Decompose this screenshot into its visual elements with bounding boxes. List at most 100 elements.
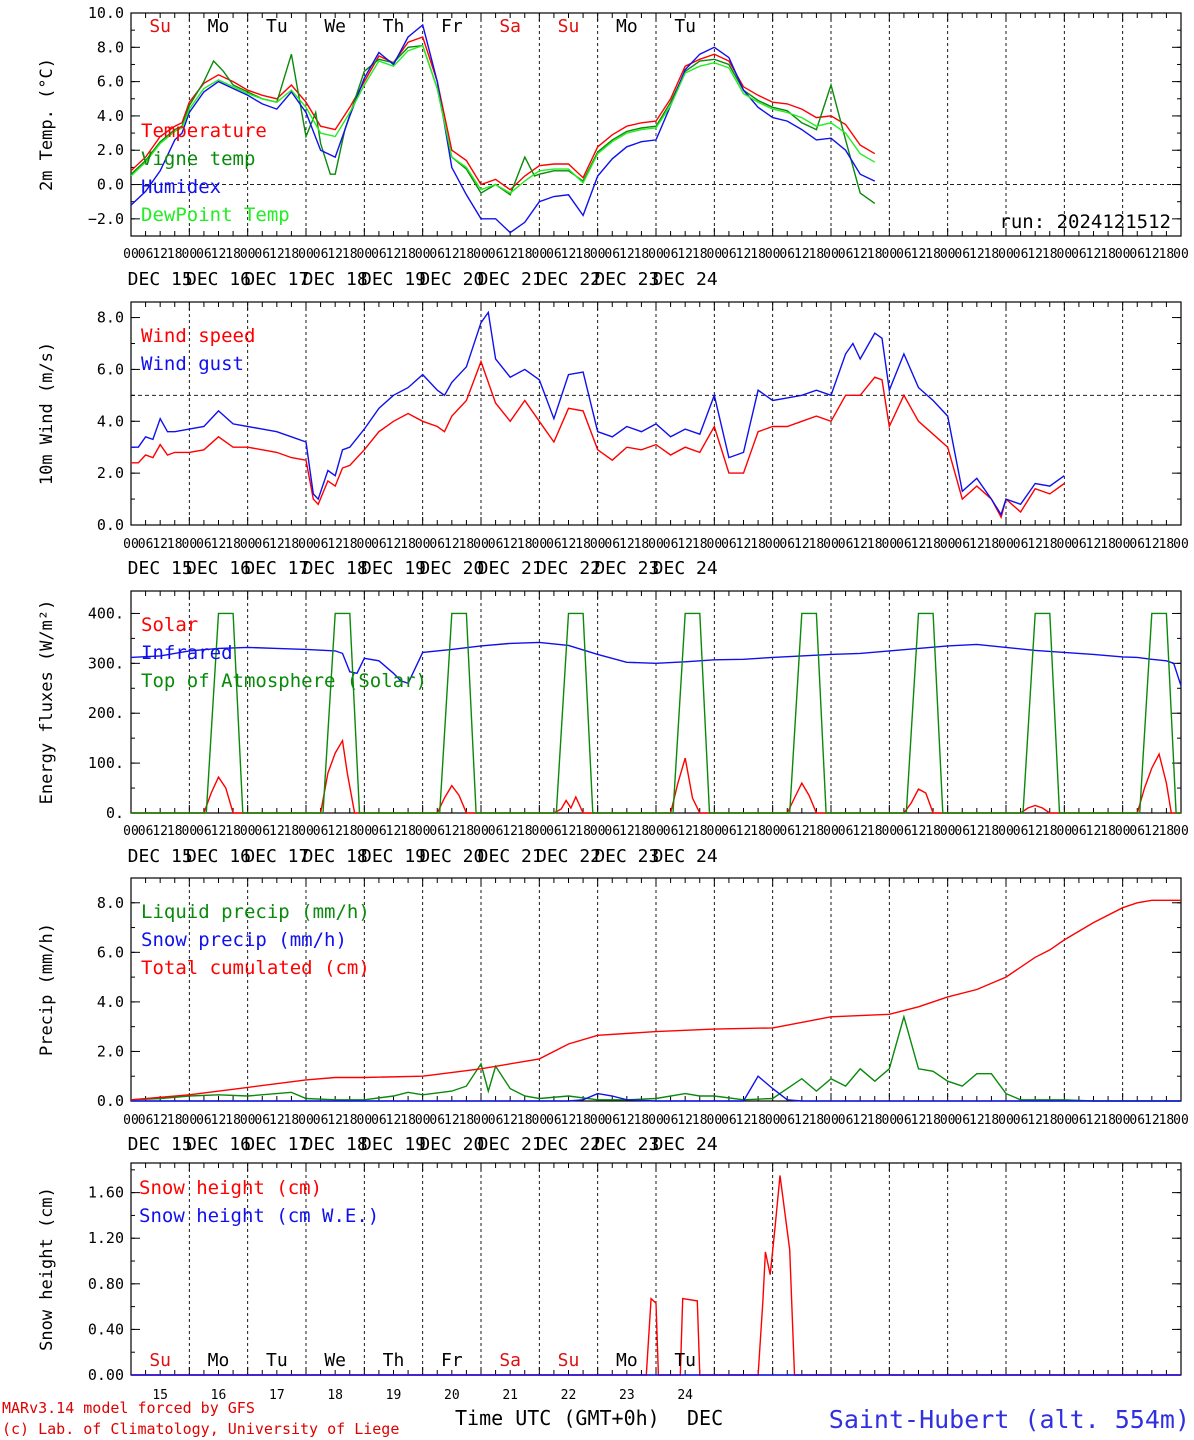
- date-label: DEC 22: [536, 846, 601, 867]
- hour-label: 06: [254, 247, 270, 262]
- hour-label: 00: [532, 1113, 548, 1128]
- y-axis-label: Precip (mm/h): [37, 923, 57, 1056]
- hour-label: 06: [1071, 247, 1087, 262]
- hour-label: 18: [225, 1113, 241, 1128]
- bottom-weekday-label: Mo: [208, 1350, 230, 1371]
- panel-2: 0.0 2.0 4.0 6.0 8.0 10m Wind (m/s) Wind speed W…: [37, 301, 1189, 579]
- hour-label: 18: [167, 824, 183, 839]
- legend-entry-3: Total cumulated (cm): [141, 957, 370, 979]
- legend-entry-1: Liquid precip (mm/h): [141, 901, 370, 923]
- hour-label: 18: [867, 1113, 883, 1128]
- hour-label: 12: [561, 1113, 577, 1128]
- hour-label: 18: [1159, 537, 1175, 552]
- weekday-label: Su: [149, 16, 171, 37]
- hour-label: 00: [415, 1113, 431, 1128]
- date-label: DEC 15: [128, 846, 193, 867]
- hour-label: 12: [911, 247, 927, 262]
- hour-label: 00: [882, 247, 898, 262]
- panel-4: 0.0 2.0 4.0 6.0 8.0 Precip (mm/h) Liquid preci…: [37, 877, 1189, 1155]
- hour-label: 06: [954, 1113, 970, 1128]
- hour-label: 12: [386, 1113, 402, 1128]
- hour-label: 12: [677, 824, 693, 839]
- hour-label: 12: [677, 537, 693, 552]
- legend-entry-1: Wind speed: [141, 325, 255, 347]
- hour-label: 06: [488, 824, 504, 839]
- hour-label: 12: [794, 247, 810, 262]
- hour-label: 00: [765, 1113, 781, 1128]
- hour-label: 06: [371, 537, 387, 552]
- hour-label: 00: [1057, 247, 1073, 262]
- hour-label: 12: [969, 1113, 985, 1128]
- hour-label: 06: [604, 1113, 620, 1128]
- hour-label: 06: [721, 537, 737, 552]
- hour-label: 00: [823, 247, 839, 262]
- hour-label: 12: [561, 247, 577, 262]
- credit-line-1: MARv3.14 model forced by GFS: [2, 1399, 255, 1417]
- y-tick-label: 0.0: [97, 516, 124, 534]
- hour-label: 12: [677, 247, 693, 262]
- legend-entry-3: Top of Atmosphere (Solar): [141, 670, 427, 692]
- bottom-day-number: 23: [619, 1388, 635, 1403]
- hour-label: 18: [634, 247, 650, 262]
- hour-label: 12: [794, 1113, 810, 1128]
- hour-label: 06: [546, 824, 562, 839]
- y-tick-label: 4.0: [97, 993, 124, 1011]
- date-label: DEC 16: [186, 846, 251, 867]
- hour-label: 00: [473, 824, 489, 839]
- hour-label: 12: [794, 824, 810, 839]
- hour-label: 12: [561, 537, 577, 552]
- hour-label: 00: [1115, 247, 1131, 262]
- hour-label: 00: [1173, 824, 1189, 839]
- hour-label: 18: [167, 247, 183, 262]
- hour-label: 06: [838, 824, 854, 839]
- hour-label: 00: [940, 537, 956, 552]
- hour-label: 06: [779, 247, 795, 262]
- hour-label: 12: [794, 537, 810, 552]
- hour-label: 12: [736, 824, 752, 839]
- y-tick-label: 0.00: [88, 1366, 124, 1384]
- hour-label: 12: [152, 1113, 168, 1128]
- date-label: DEC 24: [653, 846, 718, 867]
- date-label: DEC 19: [361, 269, 426, 290]
- hour-label: 06: [488, 537, 504, 552]
- y-tick-label: 6.0: [97, 943, 124, 961]
- bottom-weekday-label: Su: [149, 1350, 171, 1371]
- hour-label: 12: [852, 247, 868, 262]
- y-axis-label: Energy fluxes (W/m²): [37, 600, 57, 805]
- hour-label: 06: [954, 537, 970, 552]
- hour-label: 06: [546, 1113, 562, 1128]
- hour-label: 06: [721, 824, 737, 839]
- hour-label: 06: [429, 824, 445, 839]
- y-tick-label: 4.0: [97, 107, 124, 125]
- hour-label: 06: [313, 824, 329, 839]
- hour-label: 18: [400, 537, 416, 552]
- hour-label: 00: [123, 1113, 139, 1128]
- hour-label: 00: [298, 247, 314, 262]
- hour-label: 00: [123, 537, 139, 552]
- hour-label: 00: [298, 824, 314, 839]
- y-axis-label: 10m Wind (m/s): [37, 342, 57, 485]
- hour-label: 06: [663, 824, 679, 839]
- hour-label: 00: [473, 1113, 489, 1128]
- hour-label: 12: [269, 537, 285, 552]
- hour-label: 18: [517, 247, 533, 262]
- hour-label: 06: [429, 537, 445, 552]
- hour-label: 06: [896, 1113, 912, 1128]
- hour-label: 12: [561, 824, 577, 839]
- hour-label: 00: [357, 537, 373, 552]
- hour-label: 06: [138, 824, 154, 839]
- hour-label: 18: [809, 1113, 825, 1128]
- hour-label: 00: [648, 247, 664, 262]
- hour-label: 00: [473, 537, 489, 552]
- hour-label: 12: [852, 1113, 868, 1128]
- hour-label: 18: [225, 824, 241, 839]
- weekday-label: Mo: [616, 16, 638, 37]
- hour-label: 12: [677, 1113, 693, 1128]
- date-label: DEC 17: [244, 846, 309, 867]
- hour-label: 06: [663, 1113, 679, 1128]
- hour-label: 12: [1086, 824, 1102, 839]
- series-line-1: [130, 1014, 1181, 1102]
- x-axis-month: DEC: [687, 1406, 723, 1430]
- hour-label: 06: [1013, 1113, 1029, 1128]
- hour-label: 18: [517, 1113, 533, 1128]
